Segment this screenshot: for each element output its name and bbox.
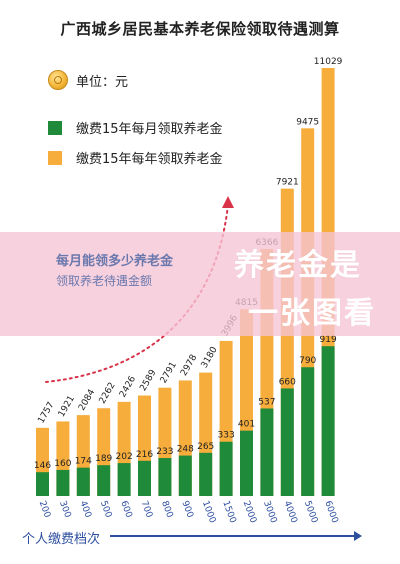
monthly-value-label: 660 [279, 377, 296, 387]
x-tick-label: 5000 [302, 500, 319, 525]
yearly-value-label: 2426 [118, 374, 138, 399]
legend-monthly-label: 缴费15年每月领取养老金 [76, 122, 223, 137]
x-tick-label: 3000 [261, 500, 278, 525]
monthly-bar [260, 408, 274, 496]
monthly-bars [36, 346, 335, 496]
x-tick-label: 6000 [322, 500, 339, 525]
legend-monthly-swatch [48, 120, 62, 135]
x-tick-label: 400 [77, 500, 92, 520]
yearly-value-label: 9475 [296, 117, 319, 127]
x-tick-label: 800 [159, 500, 174, 520]
yearly-value-label: 1757 [36, 400, 56, 425]
x-tick-label: 700 [139, 500, 154, 520]
yearly-value-label: 7921 [276, 178, 299, 188]
monthly-value-label: 146 [34, 461, 51, 471]
monthly-bar [178, 455, 192, 496]
monthly-value-label: 790 [299, 356, 316, 366]
x-tick-label: 300 [57, 500, 72, 520]
chart-title: 广西城乡居民基本养老保险领取待遇测算 [60, 20, 340, 38]
monthly-value-label: 216 [136, 450, 153, 460]
yearly-value-label: 11029 [314, 57, 343, 67]
monthly-bar [36, 472, 49, 496]
legend-monthly: 缴费15年每月领取养老金 [48, 118, 223, 137]
x-tick-label: 200 [37, 500, 52, 520]
x-tick-label: 4000 [281, 500, 298, 525]
monthly-bar [158, 458, 172, 496]
monthly-bar [97, 465, 111, 496]
monthly-bar [138, 460, 151, 496]
monthly-bar [280, 388, 294, 496]
monthly-bar [199, 452, 213, 496]
unit-label: 单位：元 [76, 74, 129, 90]
monthly-value-label: 333 [218, 431, 235, 441]
x-tick-label: 900 [179, 500, 194, 520]
monthly-value-label: 248 [177, 445, 194, 455]
yearly-value-label: 2791 [159, 360, 179, 385]
monthly-bar [56, 469, 70, 496]
monthly-value-label: 233 [156, 447, 173, 457]
monthly-bar [219, 441, 233, 496]
coin-icon [48, 70, 68, 90]
overlay-banner [0, 232, 400, 336]
x-tick-label: 2000 [241, 500, 258, 525]
monthly-bar [301, 367, 315, 496]
legend-yearly-swatch [48, 150, 62, 165]
monthly-value-label: 537 [258, 397, 275, 407]
monthly-value-label: 919 [320, 335, 337, 345]
x-tick-label: 600 [118, 500, 133, 520]
x-tick-label: 500 [98, 500, 113, 520]
yearly-value-label: 2978 [179, 353, 199, 378]
legend-yearly: 缴费15年每年领取养老金 [48, 148, 223, 167]
x-tick-labels: 200 300 400 500 600 700 800 900 1000 1500 2000 3000… [37, 500, 340, 525]
trend-arrow-head [222, 196, 234, 208]
monthly-bar [321, 346, 335, 496]
monthly-value-label: 160 [54, 459, 71, 469]
legend-yearly-label: 缴费15年每年领取养老金 [76, 152, 223, 167]
yearly-value-label: 3180 [200, 345, 220, 370]
unit-row: 单位：元 [48, 70, 128, 90]
monthly-bar [117, 463, 131, 496]
banner-line-2: 领取养老待遇金额 [56, 274, 153, 288]
banner-headline-1: 养老金是 [234, 248, 362, 283]
monthly-value-label: 189 [95, 454, 112, 464]
monthly-bar [240, 430, 253, 496]
banner-line-1: 每月能领多少养老金 [56, 254, 174, 269]
monthly-value-label: 265 [197, 442, 214, 452]
yearly-value-label: 2589 [138, 368, 158, 393]
x-axis-title: 个人缴费档次 [22, 532, 101, 547]
monthly-value-label: 202 [116, 452, 133, 462]
yearly-value-label: 1921 [57, 394, 77, 419]
x-axis-arrow-head [354, 531, 362, 541]
banner-headline-2: 一张图看 [248, 296, 376, 331]
x-tick-label: 1000 [200, 500, 217, 525]
yearly-value-label: 2262 [98, 381, 118, 406]
monthly-bar [76, 467, 90, 496]
monthly-value-label: 401 [238, 420, 255, 430]
yearly-value-label: 2084 [77, 388, 97, 413]
monthly-value-label: 174 [75, 457, 92, 467]
x-tick-label: 1500 [220, 500, 237, 525]
